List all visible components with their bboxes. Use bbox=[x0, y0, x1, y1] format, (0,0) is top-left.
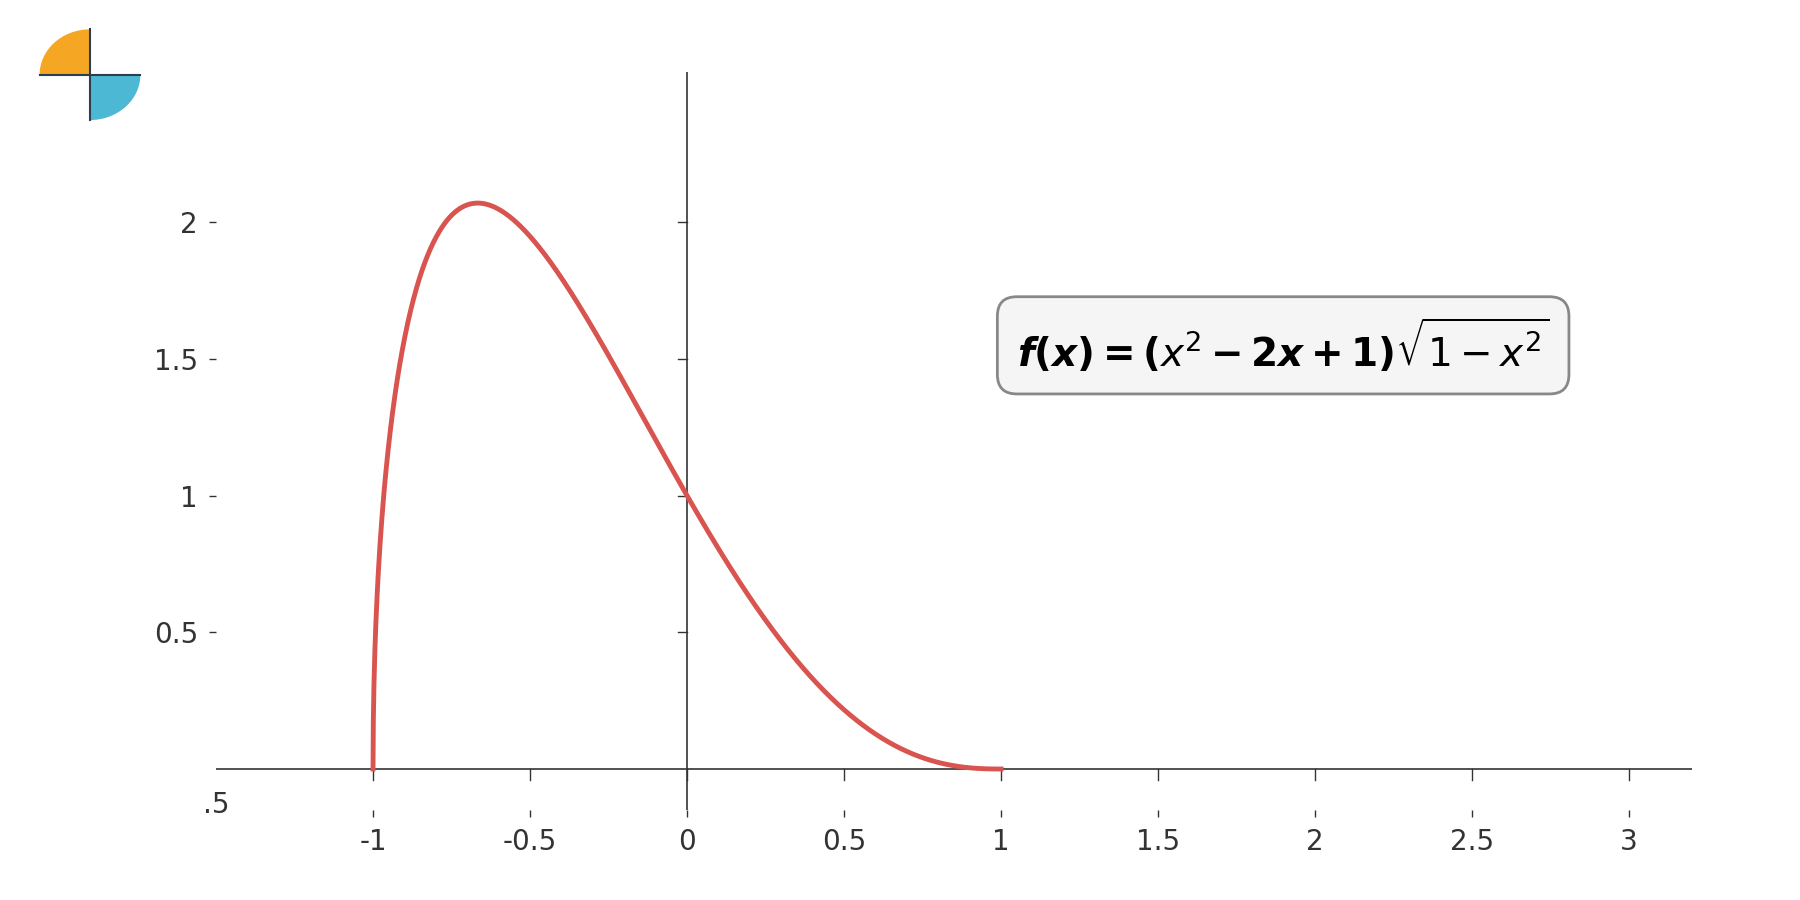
Text: .5: .5 bbox=[203, 791, 229, 819]
Text: $\boldsymbol{f(x) = (x^2 - 2x + 1)\sqrt{1 - x^2}}$: $\boldsymbol{f(x) = (x^2 - 2x + 1)\sqrt{… bbox=[1017, 316, 1550, 374]
Text: SOM: SOM bbox=[68, 126, 112, 144]
Wedge shape bbox=[90, 30, 140, 75]
Wedge shape bbox=[90, 75, 140, 120]
Wedge shape bbox=[40, 30, 90, 75]
Text: STORY OF MATHEMATICS: STORY OF MATHEMATICS bbox=[59, 158, 121, 163]
Wedge shape bbox=[40, 75, 90, 120]
